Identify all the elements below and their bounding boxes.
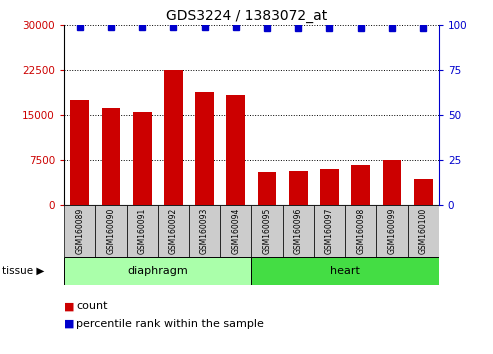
- Bar: [314, 205, 345, 257]
- Text: GSM160091: GSM160091: [138, 208, 146, 254]
- Text: tissue ▶: tissue ▶: [2, 266, 45, 276]
- Bar: [189, 205, 220, 257]
- Bar: [133, 112, 151, 205]
- Bar: [376, 205, 408, 257]
- Text: GSM160098: GSM160098: [356, 208, 365, 254]
- Bar: [220, 205, 251, 257]
- Text: GSM160089: GSM160089: [75, 208, 84, 254]
- Bar: [226, 95, 245, 205]
- Bar: [158, 205, 189, 257]
- Bar: [383, 160, 401, 205]
- Bar: [251, 205, 282, 257]
- Text: GSM160095: GSM160095: [263, 208, 272, 254]
- Bar: [70, 100, 89, 205]
- Text: count: count: [76, 301, 108, 311]
- Bar: [345, 205, 376, 257]
- Bar: [282, 205, 314, 257]
- Bar: [414, 179, 432, 205]
- Bar: [320, 169, 339, 205]
- Text: heart: heart: [330, 266, 360, 276]
- Bar: [258, 172, 277, 205]
- Text: ■: ■: [64, 319, 74, 329]
- Text: diaphragm: diaphragm: [127, 266, 188, 276]
- Text: ■: ■: [64, 301, 74, 311]
- Text: GDS3224 / 1383072_at: GDS3224 / 1383072_at: [166, 9, 327, 23]
- Bar: [195, 92, 214, 205]
- Bar: [352, 165, 370, 205]
- Text: GSM160090: GSM160090: [106, 208, 115, 254]
- Text: GSM160092: GSM160092: [169, 208, 178, 254]
- Bar: [408, 205, 439, 257]
- Text: GSM160100: GSM160100: [419, 208, 427, 254]
- Bar: [64, 257, 251, 285]
- Bar: [64, 205, 95, 257]
- Bar: [127, 205, 158, 257]
- Bar: [102, 108, 120, 205]
- Text: GSM160094: GSM160094: [231, 208, 240, 254]
- Bar: [164, 70, 183, 205]
- Bar: [251, 257, 439, 285]
- Text: GSM160093: GSM160093: [200, 208, 209, 254]
- Text: GSM160097: GSM160097: [325, 208, 334, 254]
- Text: percentile rank within the sample: percentile rank within the sample: [76, 319, 264, 329]
- Text: GSM160096: GSM160096: [294, 208, 303, 254]
- Bar: [95, 205, 127, 257]
- Bar: [289, 171, 308, 205]
- Text: GSM160099: GSM160099: [387, 208, 396, 254]
